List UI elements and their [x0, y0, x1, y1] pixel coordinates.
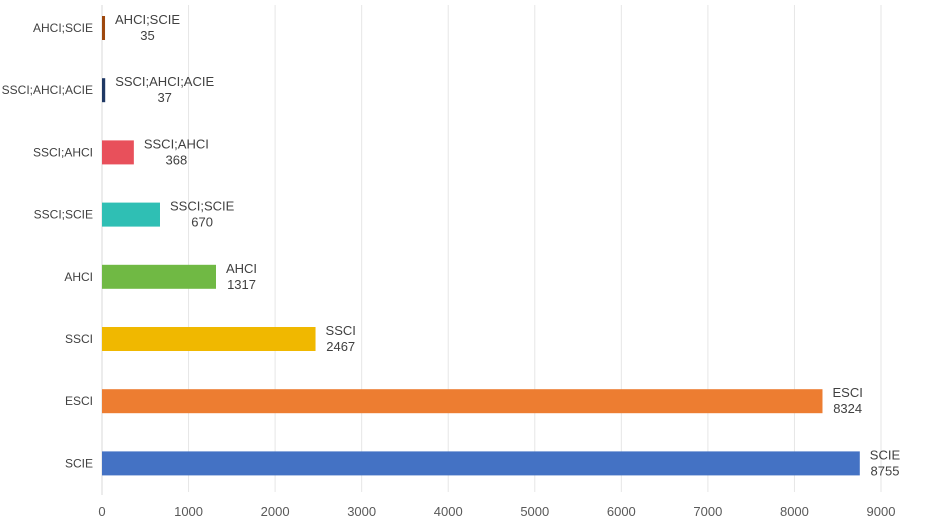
data-label-value: 8324	[833, 401, 862, 416]
category-label: ESCI	[65, 394, 93, 408]
data-label-value: 37	[157, 90, 171, 105]
bar-ssci-ahci	[102, 140, 134, 165]
x-tick-label: 3000	[347, 504, 376, 519]
bar-ssci-ahci-acie	[102, 78, 106, 103]
data-label-category: ESCI	[832, 385, 862, 400]
x-tick-label: 1000	[174, 504, 203, 519]
x-tick-label: 8000	[780, 504, 809, 519]
data-label-category: SCIE	[870, 447, 901, 462]
data-label-value: 2467	[326, 339, 355, 354]
data-label-value: 368	[166, 152, 188, 167]
gridlines	[188, 5, 882, 492]
data-label-category: SSCI	[326, 323, 356, 338]
data-label-category: AHCI;SCIE	[115, 12, 180, 27]
category-label: SCIE	[65, 456, 93, 470]
bar-scie	[102, 451, 860, 476]
category-label: SSCI;AHCI;ACIE	[2, 83, 93, 97]
category-label: SSCI;SCIE	[34, 208, 93, 222]
category-label: SSCI;AHCI	[33, 145, 93, 159]
x-tick-label: 5000	[520, 504, 549, 519]
bar-ssci-scie	[102, 202, 160, 227]
category-label: SSCI	[65, 332, 93, 346]
x-tick-label: 9000	[867, 504, 896, 519]
data-label-value: 670	[191, 215, 213, 230]
bars	[102, 16, 860, 476]
x-tick-label: 7000	[693, 504, 722, 519]
x-tick-labels: 0 1000 2000 3000 4000 5000 6000 7000 8000 9000	[98, 504, 895, 519]
data-label-category: AHCI	[226, 261, 257, 276]
category-label: AHCI;SCIE	[33, 21, 93, 35]
x-tick-label: 2000	[261, 504, 290, 519]
bar-esci	[102, 389, 823, 414]
bar-ahci	[102, 264, 216, 289]
x-tick-label: 0	[98, 504, 105, 519]
bar-ssci	[102, 327, 316, 351]
x-tick-label: 6000	[607, 504, 636, 519]
category-label: AHCI	[64, 270, 93, 284]
data-label-value: 8755	[871, 463, 900, 478]
bar-ahci-scie	[102, 16, 106, 40]
data-label-category: SSCI;AHCI	[144, 136, 209, 151]
category-labels: SCIE ESCI SSCI AHCI SSCI;SCIE SSCI;AHCI SSCI;A…	[2, 21, 93, 470]
data-label-value: 35	[140, 28, 154, 43]
x-tick-label: 4000	[434, 504, 463, 519]
data-label-category: SSCI;AHCI;ACIE	[115, 74, 214, 89]
data-label-value: 1317	[227, 277, 256, 292]
data-label-category: SSCI;SCIE	[170, 199, 235, 214]
